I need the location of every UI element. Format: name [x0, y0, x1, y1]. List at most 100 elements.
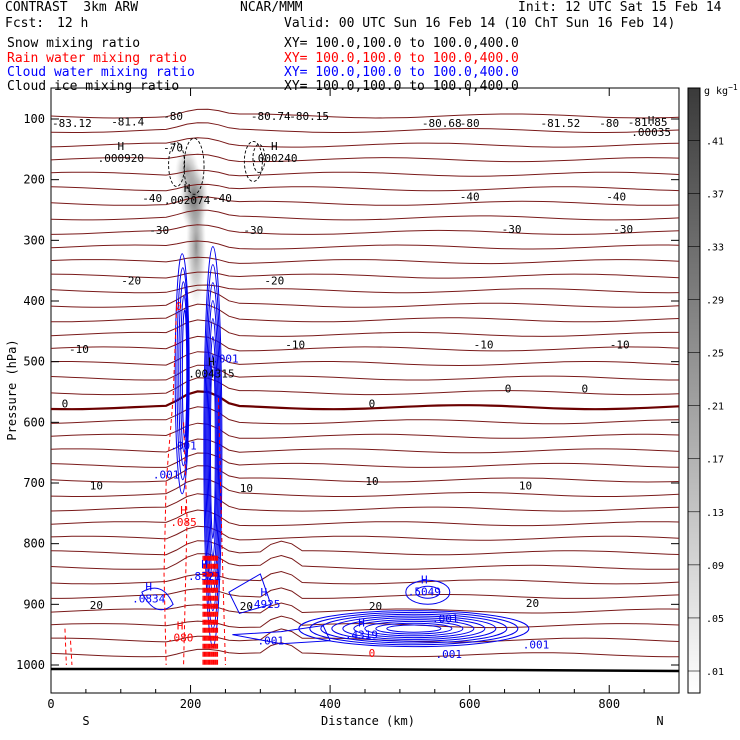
isotherm-line [50, 377, 680, 396]
isotherm-label: -30 [243, 224, 263, 237]
center-title: NCAR/MMM [240, 0, 303, 15]
colorbar [687, 87, 701, 694]
isotherm-line [50, 509, 680, 527]
rain-contour [70, 640, 73, 666]
colorbar-tick-label: .33 [706, 242, 724, 253]
y-tick-label: 400 [23, 294, 45, 308]
ice-shading-top [175, 148, 200, 193]
colorbar-tick-label: .13 [706, 508, 724, 519]
isotherm-label: -40 [212, 192, 232, 205]
isotherm-label: -10 [285, 339, 305, 352]
rain-label: 0 [175, 300, 182, 313]
isotherm-line [50, 553, 680, 570]
isotherm-label: -80.68 [422, 117, 462, 130]
maximum-value-label: .0834 [132, 593, 165, 606]
isotherm-label: 20 [526, 597, 539, 610]
x-tick-label: 0 [47, 697, 54, 711]
isotherm-label: 0 [369, 398, 376, 411]
y-tick-label: 600 [23, 415, 45, 429]
colorbar-tick-label: .37 [706, 189, 724, 200]
isotherm-line [51, 587, 680, 599]
y-tick-label: 100 [23, 112, 45, 126]
snow-contour [243, 141, 263, 182]
isotherm-label: -30 [502, 223, 522, 236]
cloud-water-contour [228, 573, 272, 615]
isotherm-label: 0 [62, 398, 69, 411]
isotherm-line [50, 271, 680, 279]
isotherm-label: -30 [613, 223, 633, 236]
x-endpoint-south: S [82, 714, 89, 728]
isotherm-label: -80 [599, 117, 619, 130]
isotherm-line [50, 364, 679, 381]
legend-rain-label: Rain water mixing ratio [7, 51, 188, 66]
rain-contour [163, 307, 178, 666]
isotherm-line [50, 169, 680, 177]
maximum-value-label: .004315 [188, 368, 234, 381]
isotherm-line [50, 224, 680, 235]
isotherm-label: -40 [606, 191, 626, 204]
cloud-water-contour [176, 267, 190, 481]
maximum-value-label: .002074 [164, 194, 211, 207]
isotherm-line [50, 452, 680, 468]
x-endpoint-north: N [656, 714, 663, 728]
maximum-value-label: .8321 [188, 570, 221, 583]
rain-label: 0 [369, 647, 376, 660]
maximum-value-label: .085 [170, 516, 197, 529]
isotherm-label: -80.15 [289, 110, 329, 123]
colorbar-tick-label: .21 [706, 402, 724, 413]
model-title: CONTRAST 3km ARW [5, 0, 139, 15]
y-tick-label: 700 [23, 476, 45, 490]
cloud-water-contour [342, 617, 486, 640]
isotherm-line [50, 256, 680, 265]
y-axis-title: Pressure (hPa) [5, 339, 19, 440]
maximum-value-label: .00035 [631, 126, 671, 139]
snow-contour [252, 143, 266, 173]
isotherm-line [50, 540, 680, 556]
maximum-mark: H [117, 140, 124, 153]
cloud-water-contour [180, 295, 188, 453]
legend-snow-label: Snow mixing ratio [7, 36, 141, 51]
maximum-mark: H [271, 140, 278, 153]
isotherm-label: 0 [581, 382, 588, 395]
colorbar-tick-label: .41 [706, 136, 724, 147]
isotherm-line [50, 493, 680, 512]
maximum-value-label: .000240 [251, 152, 297, 165]
isotherm-label: 20 [369, 600, 382, 613]
legend-cloud-ice-xy: XY= 100.0,100.0 to 100.0,400.0 [284, 79, 519, 94]
isotherm-label: -40 [460, 191, 480, 204]
cloud-water-contour [141, 587, 174, 611]
cloud-water-contour [320, 613, 508, 644]
snow-contour [168, 142, 186, 187]
ground-surface-line [51, 667, 680, 673]
isotherm-line [50, 153, 680, 163]
x-tick-label: 600 [459, 697, 481, 711]
cloud-water-contour [353, 619, 475, 639]
cloud-water-contour [209, 354, 216, 540]
cloud-water-contour [375, 622, 453, 635]
isotherm-label: -81.85 [628, 116, 668, 129]
cloud-water-contour [415, 585, 441, 599]
maximum-value-label: .4319 [345, 628, 378, 641]
cloud-water-label: .001 [523, 638, 550, 651]
isotherm-line [50, 390, 680, 411]
isotherm-label: -30 [149, 224, 169, 237]
maximum-mark: H [177, 619, 184, 632]
maximum-mark: H [648, 114, 655, 127]
isotherm-line [51, 303, 680, 323]
rain-contour [217, 398, 226, 666]
isotherm-line [50, 196, 680, 206]
isotherm-label: -80 [460, 117, 480, 130]
y-tick-label: 500 [23, 355, 45, 369]
rain-contour [64, 628, 67, 666]
maximum-mark: H [358, 616, 365, 629]
y-tick-label: 200 [23, 173, 45, 187]
cloud-water-label: .001 [212, 353, 239, 366]
cloud-water-contour [205, 282, 221, 612]
isotherm-label: -81.52 [541, 117, 581, 130]
colorbar-tick-label: .05 [706, 614, 724, 625]
x-tick-label: 200 [180, 697, 202, 711]
isotherm-label: -83.12 [52, 117, 92, 130]
isotherm-label: -70 [163, 142, 183, 155]
